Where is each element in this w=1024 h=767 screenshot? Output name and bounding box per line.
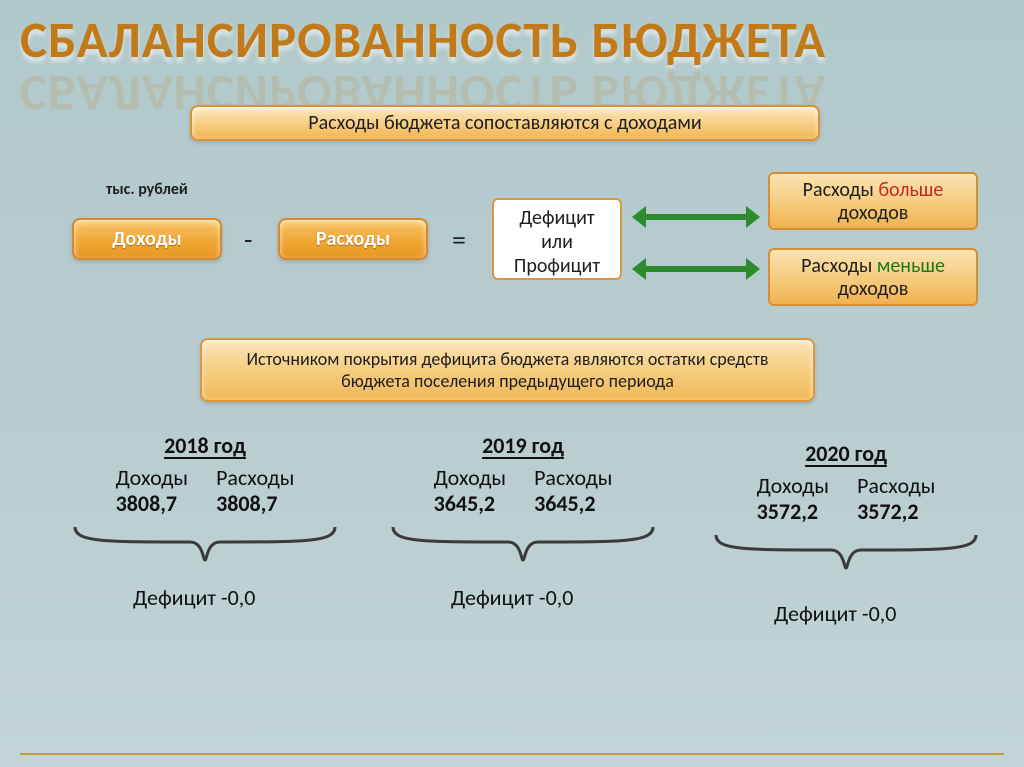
deficit-label: Дефицит -0,0 (774, 600, 896, 627)
year-col-income: Доходы 3572,2 (757, 473, 829, 526)
expense-value: 3808,7 (216, 491, 294, 517)
year-title: 2018 год (65, 432, 345, 459)
deficit-label: Дефицит -0,0 (451, 584, 573, 611)
rb-bot-1: Расходы (801, 254, 877, 278)
note-pill: Источником покрытия дефицита бюджета явл… (200, 338, 815, 402)
arrow-top-icon (632, 206, 760, 228)
income-word: Доходы (434, 465, 506, 491)
bottom-divider (20, 753, 1004, 755)
minus-sign: - (244, 222, 253, 257)
income-value: 3572,2 (757, 499, 829, 525)
income-value: 3808,7 (116, 491, 188, 517)
income-word: Доходы (757, 473, 829, 499)
income-value: 3645,2 (434, 491, 506, 517)
rb-top-red: больше (878, 178, 943, 202)
expense-word: Расходы (534, 465, 612, 491)
year-block-2018: 2018 год Доходы 3808,7 Расходы 3808,7 (65, 432, 345, 518)
income-label: Доходы (112, 227, 182, 251)
rb-top-1: Расходы (803, 178, 879, 202)
year-col-income: Доходы 3808,7 (116, 465, 188, 518)
year-col-expense: Расходы 3645,2 (534, 465, 612, 518)
more-expense-box: Расходы больше доходов (768, 172, 978, 230)
subtitle-text: Расходы бюджета сопоставляются с доходам… (308, 111, 701, 135)
expense-value: 3645,2 (534, 491, 612, 517)
year-col-expense: Расходы 3572,2 (857, 473, 935, 526)
equals-sign: = (452, 222, 466, 257)
income-word: Доходы (116, 465, 188, 491)
brace-icon (711, 530, 981, 576)
deficit-label: Дефицит -0,0 (133, 584, 255, 611)
expense-word: Расходы (857, 473, 935, 499)
result-line1: Дефицит (504, 206, 610, 230)
expense-pill: Расходы (278, 218, 428, 260)
less-expense-box: Расходы меньше доходов (768, 248, 978, 306)
rb-bot-green: меньше (877, 254, 945, 278)
expense-label: Расходы (316, 227, 390, 251)
year-col-expense: Расходы 3808,7 (216, 465, 294, 518)
income-pill: Доходы (72, 218, 222, 260)
result-box: Дефицит или Профицит (492, 198, 622, 280)
brace-icon (70, 522, 340, 568)
rb-bot-tail: доходов (838, 277, 909, 301)
rb-top-tail: доходов (838, 201, 909, 225)
year-block-2019: 2019 год Доходы 3645,2 Расходы 3645,2 (383, 432, 663, 518)
result-line3: Профицит (504, 254, 610, 278)
year-title: 2019 год (383, 432, 663, 459)
year-col-income: Доходы 3645,2 (434, 465, 506, 518)
year-block-2020: 2020 год Доходы 3572,2 Расходы 3572,2 (706, 440, 986, 526)
page-title: СБАЛАНСИРОВАННОСТЬ БЮДЖЕТА (20, 8, 826, 71)
year-title: 2020 год (706, 440, 986, 467)
subtitle-pill: Расходы бюджета сопоставляются с доходам… (190, 105, 820, 141)
brace-icon (388, 522, 658, 568)
result-line2: или (504, 230, 610, 254)
note-text: Источником покрытия дефицита бюджета явл… (212, 348, 803, 393)
arrow-bottom-icon (632, 258, 760, 280)
expense-value: 3572,2 (857, 499, 935, 525)
units-label: тыс. рублей (106, 180, 188, 199)
expense-word: Расходы (216, 465, 294, 491)
